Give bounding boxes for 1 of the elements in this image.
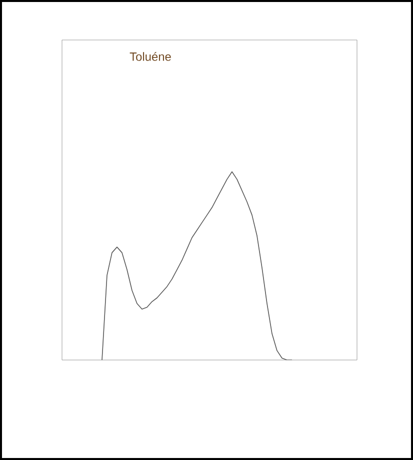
chart-title: Toluéne <box>130 52 171 61</box>
